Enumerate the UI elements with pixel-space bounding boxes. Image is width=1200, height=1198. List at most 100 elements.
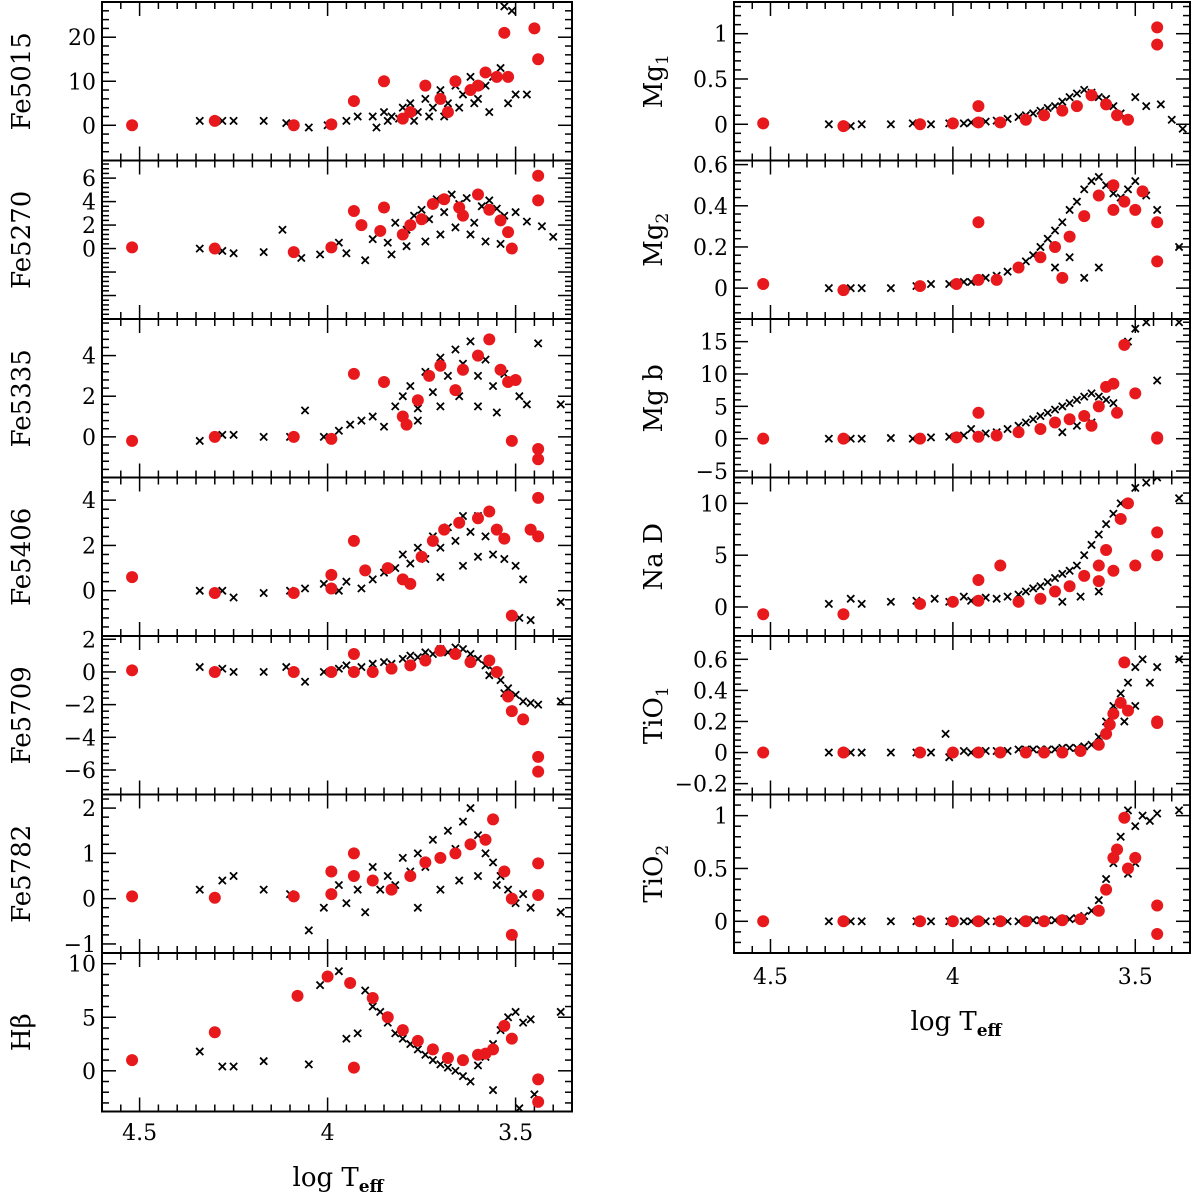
cross-point — [473, 1061, 483, 1070]
dot-point — [502, 70, 515, 83]
cross-point — [259, 588, 268, 598]
cross-point — [1123, 678, 1133, 687]
y-axis-label-main: Fe5406 — [7, 508, 37, 606]
cross-point — [218, 1062, 227, 1071]
dot-point — [490, 665, 503, 678]
cross-point — [304, 926, 314, 935]
cross-point — [1058, 402, 1067, 411]
dot-point — [464, 838, 477, 851]
cross-point — [315, 980, 325, 990]
dot-point — [1107, 707, 1120, 720]
dot-point — [1049, 585, 1062, 598]
dot-point — [415, 213, 428, 226]
dot-point — [287, 246, 300, 259]
dot-point — [378, 201, 390, 214]
cross-point — [556, 1007, 565, 1017]
dot-point — [438, 193, 451, 206]
cross-point — [218, 876, 227, 885]
cross-point — [353, 112, 362, 121]
dot-point — [1019, 746, 1032, 759]
dot-point — [1114, 696, 1127, 709]
dot-point — [1078, 569, 1091, 582]
y-axis-label-sub: 2 — [653, 213, 673, 224]
dot-point — [528, 22, 541, 35]
dot-point — [1118, 811, 1131, 824]
dot-point — [374, 224, 387, 237]
y-tick-label: 4 — [82, 191, 96, 216]
y-tick-label: 0.2 — [693, 710, 728, 735]
dot-point — [1038, 915, 1051, 928]
y-tick-label: 0 — [82, 426, 96, 451]
dot-point — [1151, 38, 1164, 51]
y-tick-label: 0.2 — [693, 236, 728, 261]
dot-point — [532, 453, 545, 466]
dot-point — [914, 280, 927, 293]
cross-point — [1058, 427, 1067, 437]
cross-point — [1065, 205, 1074, 215]
y-tick-label: 5 — [714, 395, 728, 420]
cross-point — [926, 748, 936, 757]
dot-point — [757, 278, 770, 291]
cross-point — [1131, 821, 1140, 831]
cross-point — [473, 552, 483, 561]
dot-point — [1111, 843, 1124, 856]
y-tick-label: 0 — [82, 661, 96, 686]
cross-point — [413, 1045, 423, 1054]
dot-point — [990, 429, 1003, 442]
cross-point — [353, 885, 362, 894]
cross-point — [470, 218, 479, 227]
cross-point — [488, 1085, 498, 1095]
y-tick-label: 0.6 — [693, 648, 728, 673]
cross-point — [421, 648, 430, 657]
y-tick-label: 10 — [700, 363, 728, 388]
dot-point — [126, 119, 139, 132]
cross-point — [507, 6, 517, 16]
cross-point — [526, 698, 535, 708]
dot-point — [914, 915, 927, 928]
cross-point — [466, 1077, 475, 1086]
dot-point — [208, 430, 221, 443]
cross-point — [1079, 273, 1089, 283]
dot-point — [378, 375, 390, 388]
cross-point — [368, 234, 377, 244]
cross-point — [511, 561, 520, 571]
dot-point — [1092, 400, 1105, 413]
dot-point — [532, 1073, 545, 1086]
y-axis-label-main: TiO — [639, 856, 669, 903]
cross-point — [360, 908, 370, 917]
cross-point — [886, 748, 896, 757]
cross-point — [259, 1056, 268, 1066]
dot-point — [1074, 913, 1087, 926]
cross-point — [515, 1104, 524, 1112]
cross-point — [503, 885, 513, 894]
dot-point — [914, 597, 927, 610]
panel-frame — [733, 159, 1191, 320]
cross-point — [1152, 662, 1162, 672]
dot-point — [498, 1019, 511, 1032]
dot-point — [1092, 559, 1105, 572]
y-tick-label: 1 — [82, 842, 96, 867]
cross-point — [1094, 172, 1104, 182]
dot-point — [837, 432, 850, 445]
dot-point — [1107, 203, 1120, 216]
cross-point — [229, 667, 238, 677]
y-axis-label-sub: 2 — [653, 845, 673, 856]
y-tick-label: 20 — [68, 26, 96, 51]
cross-point — [368, 1002, 377, 1011]
dot-point — [946, 915, 959, 928]
cross-point — [522, 90, 532, 99]
dot-point — [498, 26, 511, 39]
dot-point — [1012, 426, 1025, 439]
cross-point — [1145, 816, 1155, 826]
y-axis-label: Fe5270 — [7, 191, 37, 289]
dot-point — [456, 363, 469, 376]
cross-point — [1156, 100, 1166, 109]
y-axis-label: TiO2 — [639, 845, 673, 903]
dot-point — [505, 892, 518, 905]
panel-fe5406: 0 2 4 Fe5406 — [7, 476, 573, 637]
cross-point — [941, 729, 950, 739]
cross-point — [304, 1060, 314, 1069]
cross-point — [466, 527, 475, 537]
cross-point — [1131, 662, 1140, 672]
cross-point — [556, 908, 565, 917]
